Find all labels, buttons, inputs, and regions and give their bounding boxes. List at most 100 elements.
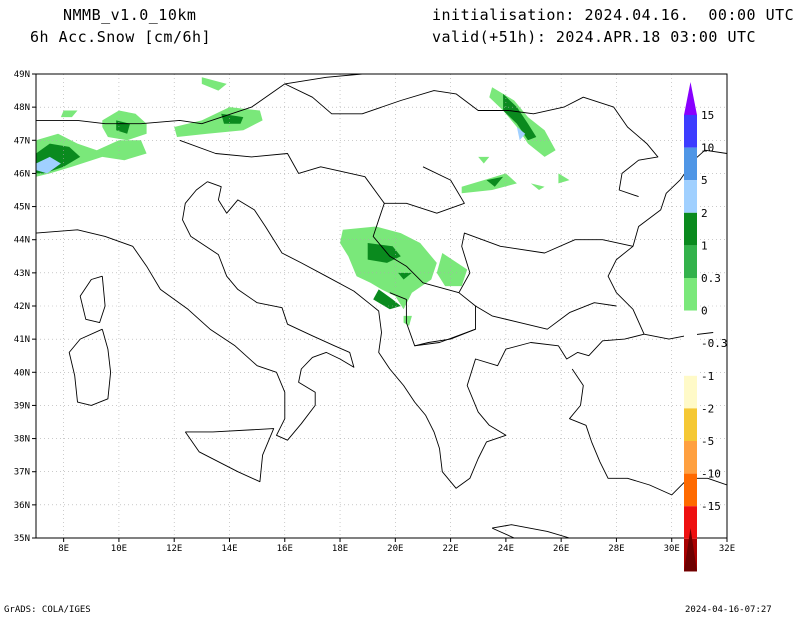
snow-area-17 [486, 176, 504, 187]
lat-label-41: 41N [14, 335, 30, 345]
colorbar-label-6: 0 [701, 305, 708, 318]
lat-label-35: 35N [14, 534, 30, 544]
boundary-1 [207, 181, 645, 489]
colorbar-label-4: 1 [701, 239, 708, 252]
render-timestamp: 2024-04-16-07:27 [685, 605, 772, 615]
snow-area-9 [478, 156, 490, 164]
lon-label-20: 20E [387, 544, 403, 554]
snow-area-4 [60, 110, 78, 118]
colorbar-segment-3 [684, 180, 697, 213]
lon-label-18: 18E [332, 544, 348, 554]
snow-area-10 [340, 226, 437, 310]
lat-label-45: 45N [14, 203, 30, 213]
colorbar-label-3: 2 [701, 207, 708, 220]
boundary-12 [491, 524, 570, 538]
snow-area-6 [461, 173, 517, 194]
axis-ticks: 8E 10E 12E 14E 16E 18E 20E 22E 24E 26E 28E 30E 32E 35… [14, 70, 735, 554]
colorbar-label-12: -15 [701, 500, 721, 513]
lat-label-40: 40N [14, 368, 30, 378]
lon-label-16: 16E [277, 544, 293, 554]
snow-area-11 [436, 253, 468, 287]
boundary-2 [644, 332, 714, 340]
lon-label-14: 14E [221, 544, 237, 554]
colorbar-label-11: -10 [701, 468, 721, 481]
valid-time: valid(+51h): 2024.APR.18 03:00 UTC [432, 28, 757, 46]
colorbar-segment-4 [684, 212, 697, 246]
lon-label-30: 30E [664, 544, 680, 554]
lon-label-28: 28E [608, 544, 624, 554]
lon-label-24: 24E [498, 544, 514, 554]
lon-label-32: 32E [719, 544, 735, 554]
lat-label-48: 48N [14, 103, 30, 113]
boundary-0 [36, 181, 355, 441]
lat-label-42: 42N [14, 302, 30, 312]
colorbar-segment-7 [684, 310, 697, 344]
colorbar-bottom-arrow [684, 528, 697, 572]
colorbar-label-0: 15 [701, 109, 714, 122]
boundary-8 [458, 232, 634, 293]
snow-layer [36, 77, 570, 326]
colorbar-segment-12 [684, 473, 697, 507]
colorbar-label-7: -0.3 [701, 337, 728, 350]
lon-label-12: 12E [166, 544, 182, 554]
colorbar-segment-2 [684, 147, 697, 181]
boundary-15 [79, 275, 106, 324]
boundary-11 [414, 328, 476, 347]
snow-area-2 [174, 107, 263, 137]
boundary-9 [384, 166, 465, 214]
snow-area-7 [530, 183, 545, 190]
lat-label-38: 38N [14, 435, 30, 445]
colorbar-label-2: 5 [701, 174, 708, 187]
colorbar-label-10: -5 [701, 435, 714, 448]
boundary-6 [36, 83, 659, 198]
colorbar-segment-9 [684, 375, 697, 409]
snow-area-19 [398, 272, 412, 280]
colorbar-segment-13 [684, 506, 697, 539]
lon-label-26: 26E [553, 544, 569, 554]
snow-area-20 [373, 289, 401, 310]
snow-area-8 [558, 173, 570, 184]
field-name: 6h Acc.Snow [cm/6h] [30, 28, 212, 46]
colorbar-label-9: -2 [701, 402, 714, 415]
boundary-13 [184, 428, 275, 483]
model-name: NMMB_v1.0_10km [63, 6, 197, 24]
lat-label-37: 37N [14, 468, 30, 478]
boundary-14 [68, 328, 112, 406]
colorbar-segment-5 [684, 245, 697, 278]
colorbar-segment-11 [684, 441, 697, 474]
lat-label-39: 39N [14, 401, 30, 411]
snow-area-21 [36, 156, 61, 174]
snow-area-22 [516, 127, 526, 141]
snow-area-12 [403, 315, 412, 326]
lon-label-22: 22E [442, 544, 458, 554]
lat-label-36: 36N [14, 501, 30, 511]
boundary-5 [179, 139, 476, 347]
colorbar-segment-8 [684, 343, 697, 376]
lon-label-8: 8E [58, 544, 69, 554]
snow-area-16 [503, 93, 537, 141]
boundary-4 [607, 149, 727, 335]
colorbar-label-5: 0.3 [701, 272, 721, 285]
lat-lon-grid [36, 74, 727, 538]
colorbar-segment-10 [684, 408, 697, 441]
boundary-10 [284, 74, 459, 85]
lat-label-43: 43N [14, 269, 30, 279]
lon-label-10: 10E [111, 544, 127, 554]
lat-label-44: 44N [14, 236, 30, 246]
coastlines-borders [36, 74, 727, 538]
colorbar-label-8: -1 [701, 370, 714, 383]
boundary-7 [475, 302, 617, 330]
lat-label-47: 47N [14, 136, 30, 146]
lat-label-46: 46N [14, 169, 30, 179]
colorbar: 15 10 5 2 1 0.3 0 -0.3 -1 -2 -5 -10 -15 [684, 82, 728, 572]
snow-area-3 [201, 77, 227, 91]
snow-area-15 [221, 113, 244, 124]
grads-credit: GrADS: COLA/IGES [4, 605, 91, 615]
colorbar-segment-6 [684, 278, 697, 311]
lat-label-49: 49N [14, 70, 30, 80]
colorbar-segment-1 [684, 115, 697, 148]
init-time: initialisation: 2024.04.16. 00:00 UTC [432, 6, 795, 24]
colorbar-label-1: 10 [701, 142, 714, 155]
colorbar-top-arrow [684, 82, 697, 115]
